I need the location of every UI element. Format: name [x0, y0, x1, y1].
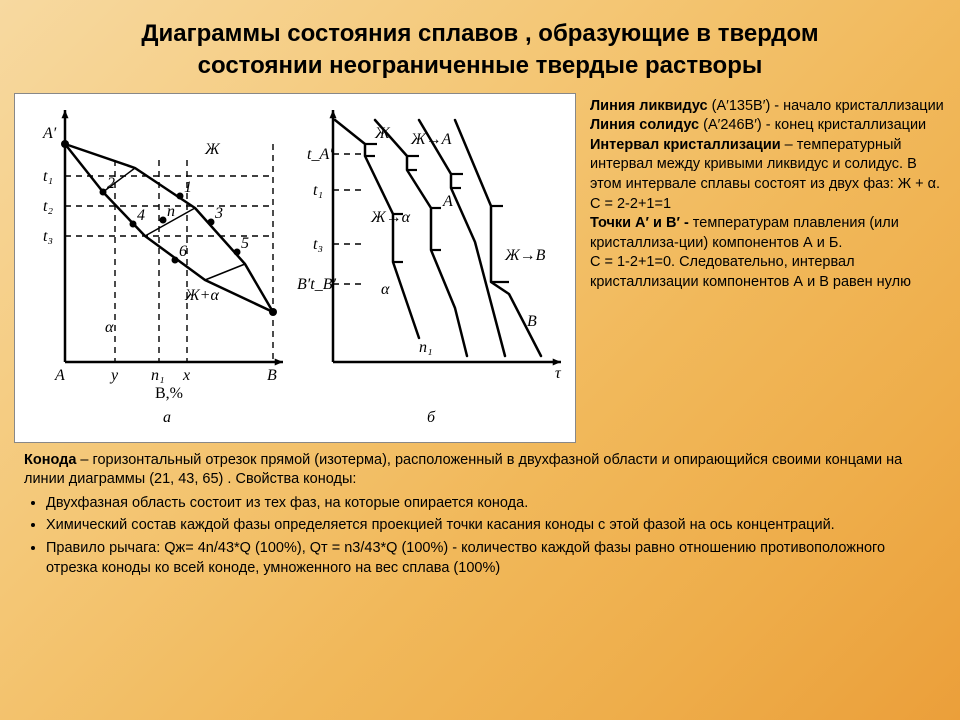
rule-text: С = 1-2+1=0. Следовательно, интервал кри… [590, 254, 911, 290]
svg-text:B′t_B′: B′t_B′ [297, 276, 336, 293]
svg-text:2: 2 [107, 175, 115, 192]
svg-text:n: n [167, 203, 175, 220]
phase-diagram: 1 2 3 4 5 6 n A′ Ж Ж+α α t₁ t₂ t₃ A By n₁ xВ,% а t_A′ t₁ t₃ B′… [14, 93, 576, 443]
svg-text:t₁: t₁ [313, 182, 323, 199]
svg-text:t₃: t₃ [313, 236, 323, 253]
konoda-label: Конода [24, 452, 76, 468]
solidus-text: (А′246В′) - конец кристаллизации [699, 117, 926, 133]
svg-text:Ж+α: Ж+α [184, 287, 219, 304]
list-item: Химический состав каждой фазы определяет… [46, 516, 936, 536]
svg-text:A: A [442, 193, 453, 210]
bottom-description: Конода – горизонтальный отрезок прямой (… [0, 443, 960, 578]
svg-text:Ж→А: Ж→А [410, 131, 452, 148]
svg-text:В: В [527, 313, 537, 330]
title-line2: состоянии неограниченные твердые раствор… [198, 52, 763, 79]
svg-text:Ж: Ж [374, 125, 391, 142]
svg-text:A: A [54, 367, 65, 384]
content-row: 1 2 3 4 5 6 n A′ Ж Ж+α α t₁ t₂ t₃ A By n₁ xВ,% а t_A′ t₁ t₃ B′… [0, 93, 960, 443]
svg-text:x: x [182, 367, 190, 384]
liquidus-label: Линия ликвидус [590, 98, 708, 114]
svg-text:n₁: n₁ [151, 367, 165, 384]
svg-text:A′: A′ [42, 125, 57, 142]
svg-text:t_A′: t_A′ [307, 146, 333, 163]
svg-text:3: 3 [214, 205, 223, 222]
svg-text:t₁: t₁ [43, 168, 53, 185]
points-label: Точки А′ и В′ - [590, 215, 689, 231]
svg-text:1: 1 [184, 179, 192, 196]
svg-text:t₃: t₃ [43, 228, 53, 245]
svg-text:y: y [109, 367, 119, 384]
svg-text:В,%: В,% [155, 385, 183, 402]
svg-text:α: α [381, 281, 390, 298]
svg-text:Ж: Ж [204, 141, 221, 158]
svg-text:Ж→В: Ж→В [504, 247, 546, 264]
liquidus-text: (А′135В′) - начало кристаллизации [708, 98, 944, 114]
svg-text:5: 5 [241, 235, 249, 252]
svg-text:Ж→α: Ж→α [370, 209, 411, 226]
title-line1: Диаграммы состояния сплавов , образующие… [141, 20, 818, 47]
svg-text:а: а [163, 409, 171, 426]
list-item: Двухфазная область состоит из тех фаз, н… [46, 494, 936, 514]
svg-text:τ: τ [555, 365, 562, 382]
list-item: Правило рычага: Qж= 4n/43*Q (100%), Qт =… [46, 539, 936, 578]
solidus-label: Линия солидус [590, 117, 699, 133]
svg-text:4: 4 [137, 207, 145, 224]
konoda-text: – горизонтальный отрезок прямой (изотерм… [24, 452, 902, 488]
svg-text:n₁: n₁ [419, 339, 433, 356]
konoda-props-list: Двухфазная область состоит из тех фаз, н… [24, 494, 936, 578]
interval-label: Интервал кристаллизации [590, 137, 781, 153]
svg-text:б: б [427, 409, 436, 426]
svg-text:t₂: t₂ [43, 198, 53, 215]
svg-text:6: 6 [179, 243, 187, 260]
page-title: Диаграммы состояния сплавов , образующие… [0, 0, 960, 93]
svg-text:α: α [105, 319, 114, 336]
right-description: Линия ликвидус (А′135В′) - начало криста… [590, 93, 946, 443]
svg-text:B: B [267, 367, 277, 384]
